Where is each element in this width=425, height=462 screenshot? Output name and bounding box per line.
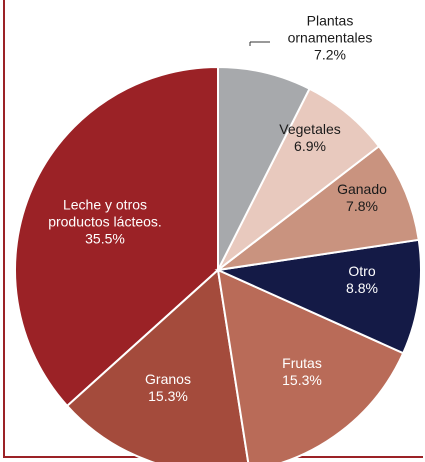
value-label: 15.3%: [282, 372, 322, 388]
value-label: 35.5%: [85, 230, 125, 247]
slice: [214, 144, 420, 272]
slice: [14, 65, 219, 408]
category-label: Frutas: [282, 355, 322, 371]
value-label: 7.2%: [314, 46, 346, 63]
value-label: 15.3%: [148, 388, 188, 404]
category-label: Plantas ornamentales: [287, 12, 373, 46]
category-label: Leche y otros productos lácteos.: [48, 196, 162, 230]
value-label: 6.9%: [294, 138, 326, 154]
slice: [65, 268, 250, 462]
slice-label: Plantas ornamentales 7.2%: [270, 13, 390, 64]
slice-label: Leche y otros productos lácteos. 35.5%: [45, 197, 165, 248]
slice: [214, 238, 422, 355]
slice: [217, 65, 311, 271]
slice-label: Frutas 15.3%: [262, 355, 342, 389]
slice-label: Otro 8.8%: [332, 263, 392, 297]
category-label: Ganado: [337, 181, 387, 197]
category-label: Otro: [348, 263, 376, 279]
value-label: 8.8%: [346, 280, 378, 296]
value-label: 7.8%: [346, 198, 378, 214]
category-label: Vegetales: [279, 121, 341, 137]
category-label: Granos: [145, 371, 191, 387]
slice-label: Ganado 7.8%: [322, 181, 402, 215]
slice-label: Vegetales 6.9%: [265, 121, 355, 155]
slice-label: Granos 15.3%: [128, 371, 208, 405]
slice: [216, 268, 405, 462]
